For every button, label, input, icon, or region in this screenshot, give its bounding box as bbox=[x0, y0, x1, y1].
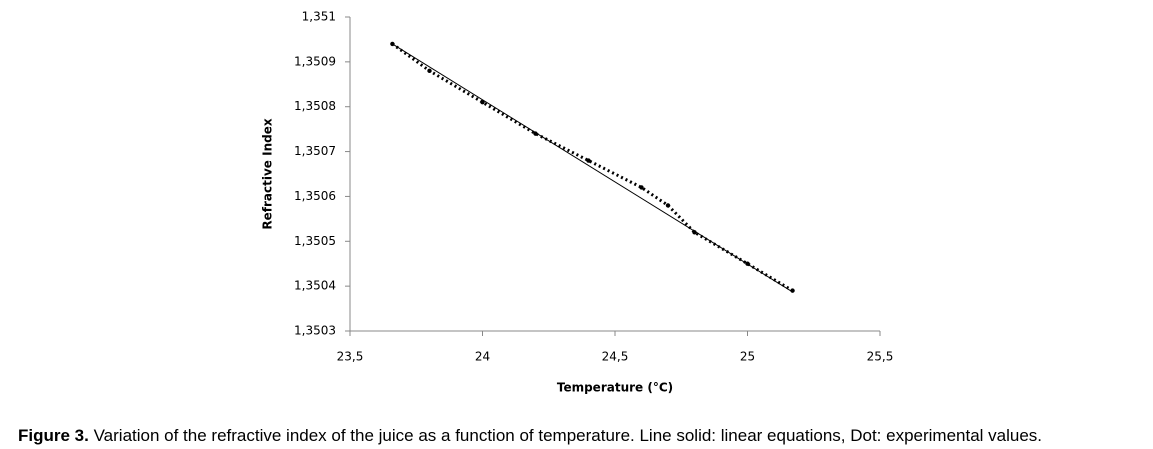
y-tick-label: 1,3505 bbox=[294, 234, 336, 248]
y-tick-label: 1,351 bbox=[302, 10, 336, 24]
y-tick-label: 1,3506 bbox=[294, 189, 336, 203]
y-tick-label: 1,3503 bbox=[294, 324, 336, 338]
caption-label: Figure 3. bbox=[18, 426, 89, 445]
x-axis-label: Temperature (°C) bbox=[557, 381, 673, 395]
y-tick-label: 1,3504 bbox=[294, 279, 336, 293]
x-tick-label: 25 bbox=[740, 350, 755, 364]
caption: Figure 3. Variation of the refractive in… bbox=[18, 426, 1042, 445]
y-tick-label: 1,3508 bbox=[294, 99, 336, 113]
x-tick-label: 23,5 bbox=[337, 350, 364, 364]
dotted-line bbox=[391, 42, 794, 292]
x-tick-label: 25,5 bbox=[867, 350, 894, 364]
x-tick-label: 24 bbox=[475, 350, 490, 364]
data-point bbox=[586, 158, 591, 163]
fit-line bbox=[392, 43, 793, 293]
y-tick-label: 1,3507 bbox=[294, 144, 336, 158]
y-tick-label: 1,3509 bbox=[294, 54, 336, 68]
x-tick-label: 24,5 bbox=[602, 350, 629, 364]
caption-text: Variation of the refractive index of the… bbox=[94, 426, 1042, 445]
y-axis-label: Refractive Index bbox=[261, 118, 275, 229]
